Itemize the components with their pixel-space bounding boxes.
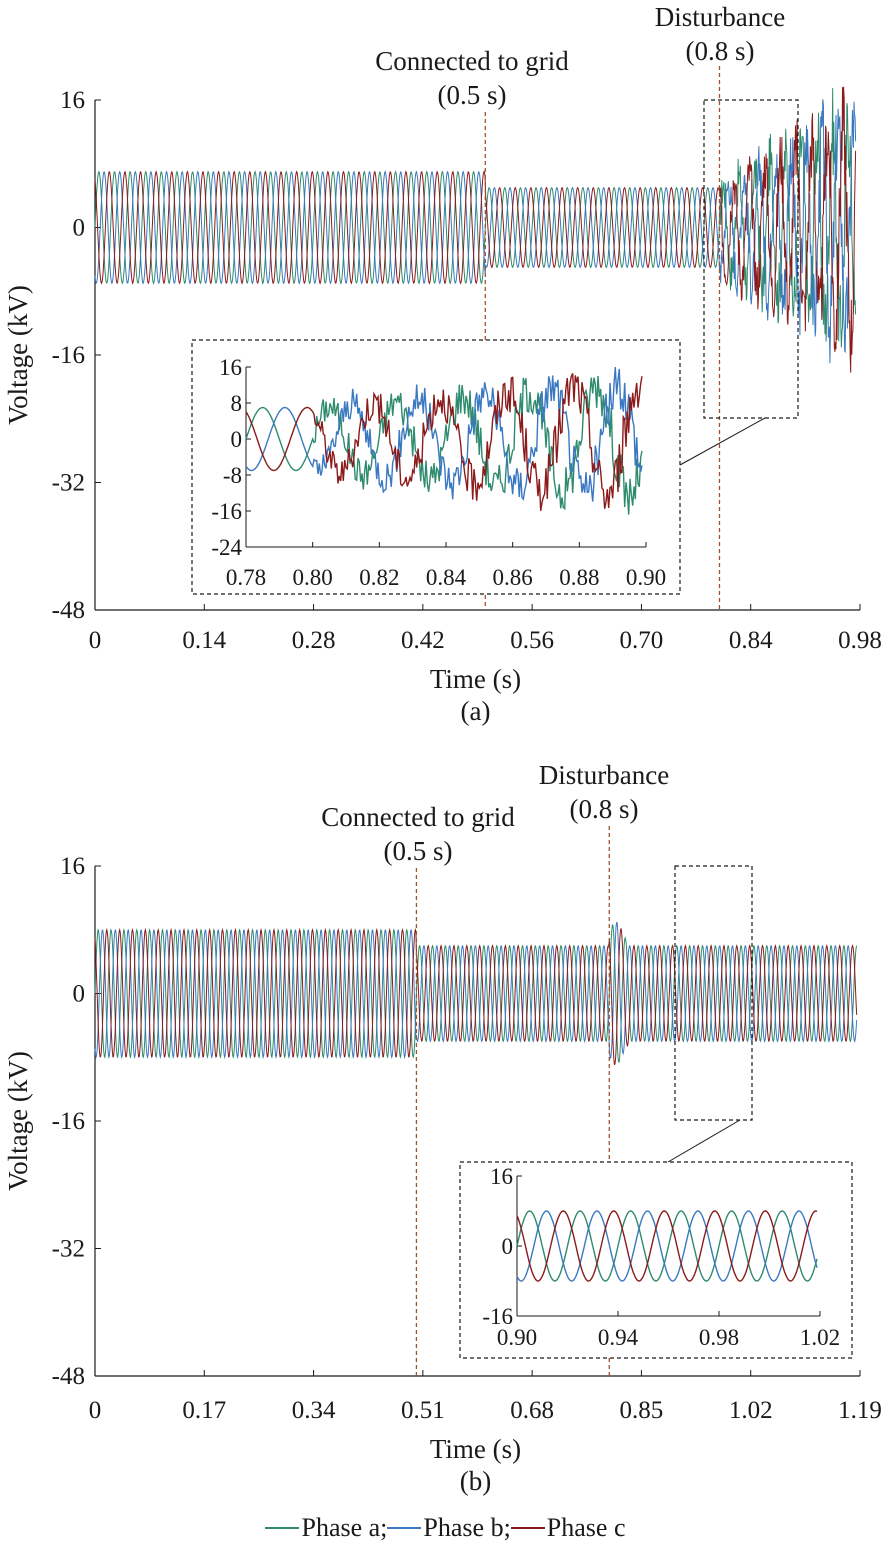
y-tick-label: -16 xyxy=(52,342,85,369)
x-tick-label: 0.56 xyxy=(510,627,554,654)
y-tick-label: 16 xyxy=(60,853,85,880)
legend: Phase a; Phase b; Phase c xyxy=(0,1508,891,1548)
inset-connector xyxy=(667,1119,741,1163)
legend-item-phase-c: Phase c xyxy=(510,1513,626,1543)
x-axis-label: Time (s) xyxy=(430,1434,521,1464)
inset-x-tick-label: 0.94 xyxy=(598,1325,639,1350)
inset-y-tick-label: -8 xyxy=(223,463,242,488)
legend-swatch-phase-c xyxy=(510,1527,545,1529)
inset-box xyxy=(459,1161,853,1359)
zoom-region-box xyxy=(674,865,753,1121)
inset-series-phase-b xyxy=(516,1210,818,1282)
inset-y-tick-label: -24 xyxy=(211,535,242,560)
inset-x-tick-label: 0.82 xyxy=(359,565,399,590)
inset-connector xyxy=(679,417,766,466)
x-tick-label: 0.70 xyxy=(620,627,664,654)
y-tick-label: -16 xyxy=(52,1108,85,1135)
event-label: Disturbance xyxy=(539,760,669,790)
inset-x-tick-label: 0.86 xyxy=(493,565,533,590)
inset-x-tick-label: 0.88 xyxy=(559,565,599,590)
event-sublabel: (0.8 s) xyxy=(570,794,639,824)
y-axis-label: Voltage (kV) xyxy=(3,1051,33,1191)
panel-label: (b) xyxy=(460,1466,491,1496)
x-tick-label: 0.68 xyxy=(510,1397,554,1424)
x-tick-label: 0.84 xyxy=(729,627,773,654)
inset-x-tick-label: 1.02 xyxy=(800,1325,840,1350)
series-phase-b xyxy=(94,99,857,364)
inset-x-tick-label: 0.78 xyxy=(226,565,266,590)
series-phase-a xyxy=(94,87,857,348)
inset-series-phase-c xyxy=(245,373,643,511)
zoom-region-box xyxy=(703,99,799,419)
panel-label: (a) xyxy=(461,696,491,726)
x-tick-label: 1.02 xyxy=(729,1397,773,1424)
x-tick-label: 0 xyxy=(89,1397,102,1424)
series-phase-c xyxy=(94,927,858,1065)
inset-box xyxy=(191,339,681,595)
y-tick-label: 16 xyxy=(60,87,85,114)
y-tick-label: -48 xyxy=(52,597,85,624)
inset-series-phase-a xyxy=(245,375,643,515)
x-axis-label: Time (s) xyxy=(430,664,521,694)
y-tick-label: -32 xyxy=(52,470,85,497)
legend-label-phase-b: Phase b; xyxy=(423,1513,511,1542)
inset-x-tick-label: 0.90 xyxy=(497,1325,537,1350)
inset-series-phase-c xyxy=(516,1210,818,1282)
legend-label-phase-c: Phase c xyxy=(546,1513,626,1542)
legend-label-phase-a: Phase a; xyxy=(301,1513,388,1542)
inset-series-phase-b xyxy=(245,366,643,502)
event-label: Connected to grid xyxy=(321,802,515,832)
event-sublabel: (0.5 s) xyxy=(438,80,507,110)
y-tick-label: -32 xyxy=(52,1236,85,1263)
x-tick-label: 0.17 xyxy=(182,1397,226,1424)
series-phase-b xyxy=(94,922,858,1060)
figure: 160-16-32-480 0.14 0.28 0.42 0.56 0.70 0.84 0.9… xyxy=(3,2,882,1496)
inset-y-tick-label: 8 xyxy=(231,391,243,416)
x-tick-label: 0.51 xyxy=(401,1397,445,1424)
inset-x-tick-label: 0.80 xyxy=(293,565,333,590)
inset-y-tick-label: 16 xyxy=(219,355,242,380)
y-tick-label: 0 xyxy=(73,215,86,242)
x-tick-label: 0.14 xyxy=(182,627,226,654)
inset-series-phase-a xyxy=(516,1210,818,1282)
inset-y-tick-label: 0 xyxy=(502,1234,514,1259)
y-axis-label: Voltage (kV) xyxy=(3,285,33,425)
inset-y-tick-label: -16 xyxy=(482,1304,513,1329)
legend-swatch-phase-b xyxy=(387,1527,422,1529)
inset-x-tick-label: 0.84 xyxy=(426,565,467,590)
inset-x-tick-label: 0.98 xyxy=(699,1325,739,1350)
event-label: Disturbance xyxy=(655,2,785,32)
series-phase-c xyxy=(94,86,857,373)
event-sublabel: (0.5 s) xyxy=(384,836,453,866)
x-tick-label: 0.85 xyxy=(620,1397,664,1424)
inset-y-tick-label: 16 xyxy=(490,1164,513,1189)
x-tick-label: 0.98 xyxy=(838,627,882,654)
x-tick-label: 0.34 xyxy=(292,1397,336,1424)
x-tick-label: 1.19 xyxy=(838,1397,882,1424)
inset-y-tick-label: 0 xyxy=(231,427,243,452)
series-phase-a xyxy=(94,924,858,1063)
x-tick-label: 0.42 xyxy=(401,627,445,654)
legend-item-phase-a: Phase a; xyxy=(265,1513,387,1543)
x-tick-label: 0.28 xyxy=(292,627,336,654)
event-label: Connected to grid xyxy=(375,46,569,76)
inset-x-tick-label: 0.90 xyxy=(626,565,666,590)
event-sublabel: (0.8 s) xyxy=(686,36,755,66)
inset-y-tick-label: -16 xyxy=(211,499,242,524)
legend-swatch-phase-a xyxy=(265,1527,300,1529)
y-tick-label: 0 xyxy=(73,981,86,1008)
x-tick-label: 0 xyxy=(89,627,102,654)
y-tick-label: -48 xyxy=(52,1363,85,1390)
legend-item-phase-b: Phase b; xyxy=(387,1513,511,1543)
